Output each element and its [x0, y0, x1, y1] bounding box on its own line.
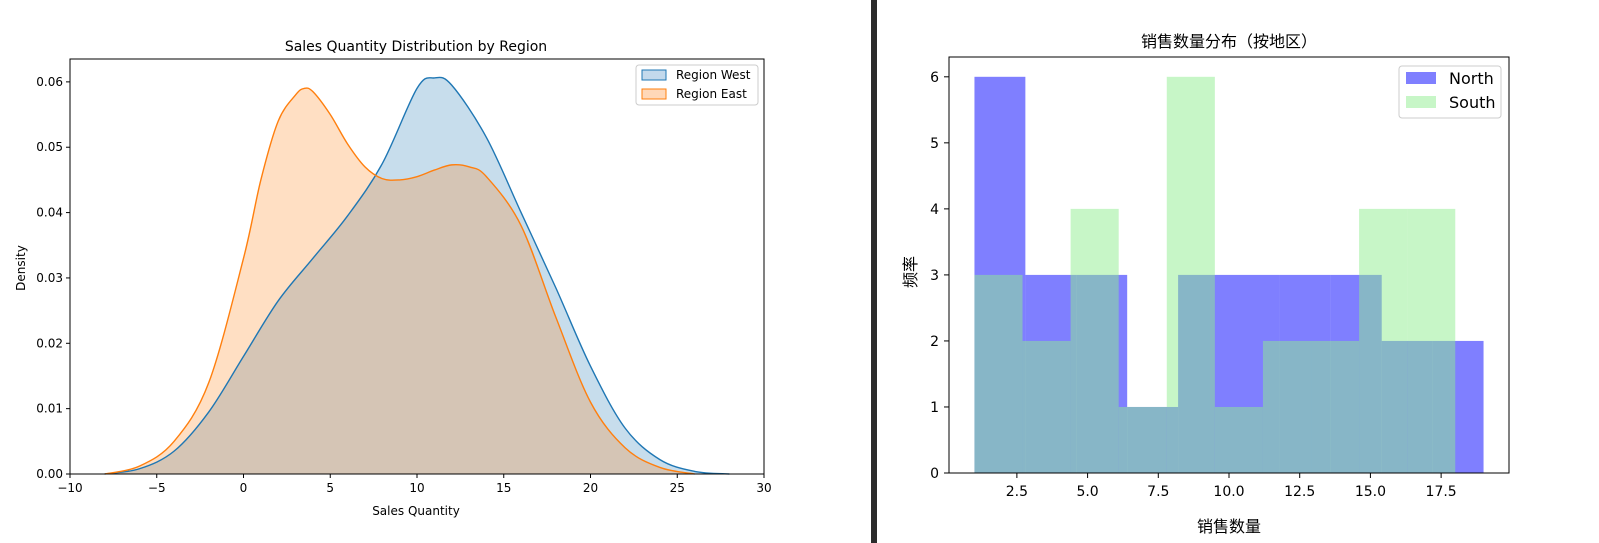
hist-bar-south [1070, 208, 1119, 473]
kde-xtick-label: −10 [57, 481, 82, 495]
hist-ytick-label: 3 [930, 268, 939, 284]
histogram-chart: 销售数量分布（按地区） 销售数量 频率 2.5 5.0 7.5 10.0 12.5 15.… [901, 32, 1510, 536]
kde-xtick-label: 5 [326, 481, 334, 495]
kde-ytick-label: 0.01 [36, 402, 63, 416]
hist-legend-swatch [1406, 96, 1436, 108]
hist-bar-south [974, 274, 1023, 473]
hist-title: 销售数量分布（按地区） [1141, 32, 1317, 51]
kde-ytick-label: 0.00 [36, 467, 63, 481]
kde-xtick-label: 10 [409, 481, 424, 495]
kde-legend-swatch [641, 69, 667, 81]
hist-legend-swatch [1406, 72, 1436, 84]
kde-ytick-label: 0.03 [36, 271, 63, 285]
kde-xtick-label: 15 [496, 481, 511, 495]
kde-ylabel: Density [14, 245, 28, 291]
kde-area-0 [104, 77, 730, 475]
kde-xtick-label: 20 [583, 481, 598, 495]
kde-ytick-label: 0.05 [36, 140, 63, 154]
kde-ytick-label: 0.04 [36, 206, 63, 220]
kde-xtick-label: 0 [240, 481, 248, 495]
kde-xlabel: Sales Quantity [372, 504, 460, 518]
hist-ytick-label: 2 [930, 334, 939, 350]
kde-legend-swatch [641, 88, 667, 100]
kde-line-0 [104, 76, 730, 475]
hist-xtick-label: 12.5 [1284, 484, 1315, 500]
kde-xtick-label: −5 [148, 481, 166, 495]
hist-xtick-label: 5.0 [1076, 484, 1098, 500]
hist-bar-south [1311, 340, 1360, 473]
kde-legend-label: Region West [676, 68, 751, 82]
hist-bar-south [1262, 340, 1312, 473]
kde-xtick-label: 25 [670, 481, 685, 495]
hist-xtick-label: 10.0 [1213, 484, 1244, 500]
kde-chart: Sales Quantity Distribution by Region Sa… [14, 39, 772, 518]
hist-bar-south [1359, 208, 1408, 473]
kde-xtick-label: 30 [756, 481, 771, 495]
hist-xtick-label: 7.5 [1147, 484, 1169, 500]
hist-bar-south [1166, 76, 1215, 474]
hist-xtick-label: 2.5 [1006, 484, 1028, 500]
hist-ylabel: 频率 [901, 256, 920, 288]
hist-ytick-label: 6 [930, 70, 939, 86]
hist-xtick-label: 15.0 [1355, 484, 1386, 500]
hist-ytick-label: 5 [930, 136, 939, 152]
hist-bar-south [1022, 340, 1071, 473]
hist-bar-south [1407, 208, 1456, 473]
kde-plot-area: −10 −5 0 5 10 15 20 25 30 0.00 0.01 0.02 0.03 0.04 0.0… [36, 58, 772, 495]
kde-area-1 [104, 88, 695, 475]
hist-plot-area: 2.5 5.0 7.5 10.0 12.5 15.0 17.5 0 1 2 3 4 5 6 [930, 56, 1510, 500]
panel-divider [871, 0, 877, 543]
hist-legend-label: South [1449, 93, 1496, 112]
kde-line-1 [104, 87, 695, 475]
kde-ytick-label: 0.02 [36, 336, 63, 350]
kde-title: Sales Quantity Distribution by Region [285, 39, 547, 55]
hist-bar-south [1118, 406, 1167, 473]
hist-ytick-label: 1 [930, 400, 939, 416]
kde-legend-label: Region East [676, 87, 747, 101]
kde-ytick-label: 0.06 [36, 75, 63, 89]
hist-bar-south [1214, 406, 1263, 473]
kde-legend: Region West Region East [635, 64, 759, 106]
hist-legend: North South [1398, 65, 1502, 119]
hist-ytick-label: 4 [930, 202, 939, 218]
hist-xlabel: 销售数量 [1197, 517, 1261, 536]
hist-ytick-label: 0 [930, 466, 939, 482]
hist-xtick-label: 17.5 [1426, 484, 1457, 500]
hist-legend-label: North [1449, 69, 1494, 88]
